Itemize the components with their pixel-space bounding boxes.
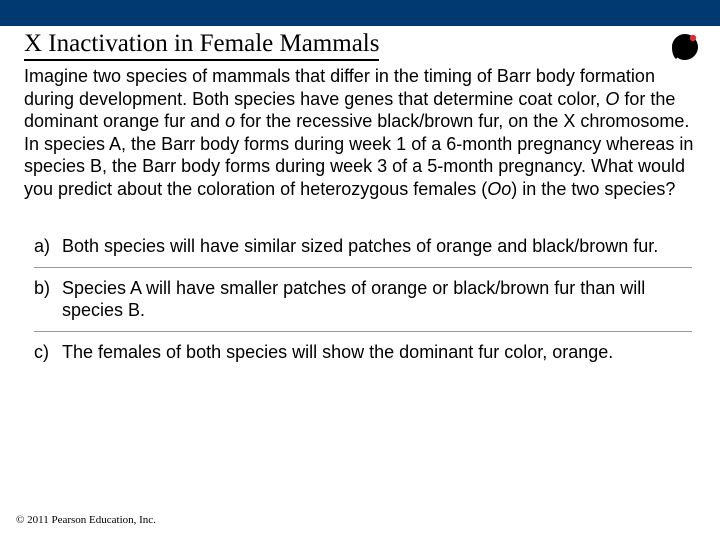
option-letter: a) bbox=[34, 235, 50, 258]
slide-title: X Inactivation in Female Mammals bbox=[24, 30, 379, 61]
answer-options: a) Both species will have similar sized … bbox=[24, 226, 696, 372]
option-a[interactable]: a) Both species will have similar sized … bbox=[34, 226, 692, 268]
gene-symbol: O bbox=[605, 89, 619, 109]
question-text: Imagine two species of mammals that diff… bbox=[24, 65, 696, 200]
header-bar bbox=[0, 0, 720, 26]
question-part: Imagine two species of mammals that diff… bbox=[24, 66, 655, 109]
publisher-logo-icon bbox=[670, 32, 700, 62]
slide-content: X Inactivation in Female Mammals Imagine… bbox=[0, 26, 720, 372]
option-text: Species A will have smaller patches of o… bbox=[62, 278, 645, 321]
option-letter: b) bbox=[34, 277, 50, 300]
option-letter: c) bbox=[34, 341, 49, 364]
option-c[interactable]: c) The females of both species will show… bbox=[34, 332, 692, 373]
option-text: The females of both species will show th… bbox=[62, 342, 613, 362]
gene-symbol: o bbox=[225, 111, 235, 131]
genotype: Oo bbox=[487, 179, 511, 199]
copyright-text: © 2011 Pearson Education, Inc. bbox=[16, 514, 156, 526]
option-b[interactable]: b) Species A will have smaller patches o… bbox=[34, 268, 692, 332]
option-text: Both species will have similar sized pat… bbox=[62, 236, 658, 256]
question-part: ) in the two species? bbox=[511, 179, 675, 199]
